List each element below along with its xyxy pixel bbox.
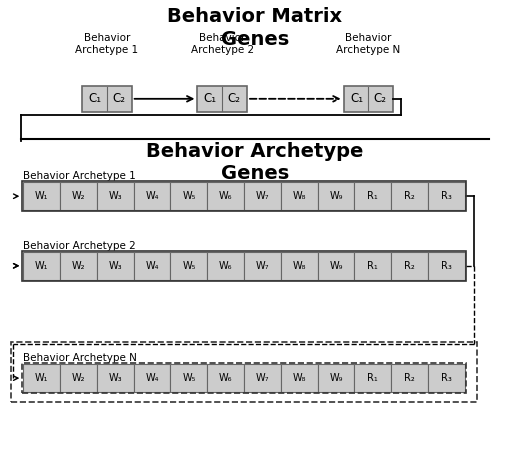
Text: W₃: W₃	[108, 191, 122, 201]
Bar	[428, 364, 465, 392]
Bar	[24, 252, 60, 280]
Bar	[82, 86, 132, 112]
Bar	[281, 183, 318, 210]
Text: W₅: W₅	[182, 191, 196, 201]
Bar	[391, 183, 428, 210]
Text: W₉: W₉	[329, 373, 343, 383]
Text: W₈: W₈	[292, 191, 306, 201]
Text: R₃: R₃	[441, 191, 452, 201]
Text: Behavior Archetype
Genes: Behavior Archetype Genes	[146, 141, 364, 183]
Bar	[207, 183, 244, 210]
Text: Behavior Archetype 2: Behavior Archetype 2	[24, 241, 136, 251]
Text: W₈: W₈	[292, 373, 306, 383]
Text: W₉: W₉	[329, 191, 343, 201]
Text: W₁: W₁	[35, 261, 49, 271]
Text: W₃: W₃	[108, 373, 122, 383]
Bar	[24, 183, 60, 210]
Bar	[244, 183, 281, 210]
Text: W₁: W₁	[35, 373, 49, 383]
Text: Behavior
Archetype 2: Behavior Archetype 2	[191, 34, 254, 55]
Text: R₁: R₁	[367, 261, 378, 271]
Text: W₈: W₈	[292, 261, 306, 271]
Bar	[318, 252, 355, 280]
Text: R₂: R₂	[404, 191, 415, 201]
Bar	[428, 183, 465, 210]
Bar	[207, 252, 244, 280]
Bar	[391, 364, 428, 392]
Text: C₁: C₁	[88, 92, 102, 105]
Bar	[134, 252, 171, 280]
Bar	[207, 364, 244, 392]
Bar	[244, 364, 281, 392]
Text: W₄: W₄	[145, 373, 159, 383]
Text: R₂: R₂	[404, 373, 415, 383]
Bar	[355, 364, 391, 392]
Text: Behavior Archetype N: Behavior Archetype N	[24, 353, 137, 363]
Text: W₃: W₃	[108, 261, 122, 271]
Bar	[343, 86, 393, 112]
Text: W₇: W₇	[256, 373, 269, 383]
Bar	[318, 183, 355, 210]
Text: R₃: R₃	[441, 373, 452, 383]
Text: W₁: W₁	[35, 191, 49, 201]
Bar	[60, 364, 97, 392]
Bar	[171, 364, 207, 392]
Text: W₅: W₅	[182, 261, 196, 271]
Bar	[97, 364, 134, 392]
Text: Behavior Matrix
Genes: Behavior Matrix Genes	[168, 7, 342, 49]
Bar	[244, 252, 281, 280]
Text: W₉: W₉	[329, 261, 343, 271]
Bar	[355, 252, 391, 280]
Text: R₂: R₂	[404, 261, 415, 271]
Text: C₂: C₂	[227, 92, 241, 105]
Text: W₆: W₆	[219, 261, 233, 271]
Text: W₆: W₆	[219, 373, 233, 383]
Text: Behavior
Archetype N: Behavior Archetype N	[336, 34, 401, 55]
Text: W₂: W₂	[72, 261, 85, 271]
Bar	[171, 252, 207, 280]
Text: W₂: W₂	[72, 191, 85, 201]
Bar	[22, 181, 466, 211]
Text: R₃: R₃	[441, 261, 452, 271]
Text: Behavior
Archetype 1: Behavior Archetype 1	[75, 34, 138, 55]
Bar	[197, 86, 247, 112]
Text: C₂: C₂	[112, 92, 125, 105]
Bar	[24, 364, 60, 392]
Text: R₁: R₁	[367, 191, 378, 201]
Text: W₄: W₄	[145, 261, 159, 271]
Text: C₂: C₂	[374, 92, 387, 105]
Text: C₁: C₁	[204, 92, 217, 105]
Bar	[281, 364, 318, 392]
Bar	[60, 183, 97, 210]
Bar	[171, 183, 207, 210]
Text: R₁: R₁	[367, 373, 378, 383]
Bar	[428, 252, 465, 280]
Bar	[134, 183, 171, 210]
Text: W₅: W₅	[182, 373, 196, 383]
Bar	[22, 363, 466, 393]
Bar	[281, 252, 318, 280]
Bar	[318, 364, 355, 392]
Bar	[97, 183, 134, 210]
Text: C₁: C₁	[350, 92, 363, 105]
Bar	[134, 364, 171, 392]
Text: W₇: W₇	[256, 261, 269, 271]
Bar	[355, 183, 391, 210]
Bar	[11, 343, 477, 402]
Bar	[391, 252, 428, 280]
Bar	[22, 251, 466, 281]
Text: W₂: W₂	[72, 373, 85, 383]
Bar	[97, 252, 134, 280]
Text: W₆: W₆	[219, 191, 233, 201]
Bar	[60, 252, 97, 280]
Text: W₇: W₇	[256, 191, 269, 201]
Text: W₄: W₄	[145, 191, 159, 201]
Text: Behavior Archetype 1: Behavior Archetype 1	[24, 171, 136, 181]
